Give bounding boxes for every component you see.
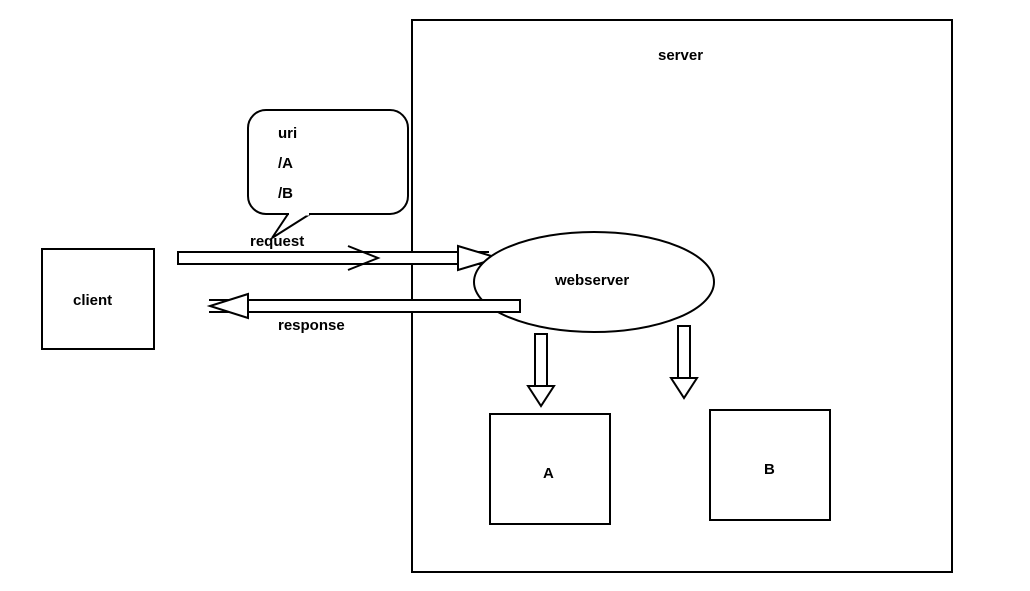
- box-b-label: B: [764, 461, 775, 478]
- request-label: request: [250, 233, 304, 250]
- uri-line-3: /B: [278, 185, 293, 202]
- down-arrow-a-head: [528, 386, 554, 406]
- uri-bubble: [248, 110, 408, 214]
- response-arrow-shaft: [210, 300, 520, 312]
- webserver-label: webserver: [554, 272, 629, 289]
- down-arrow-b-shaft: [678, 326, 690, 378]
- uri-line-1: uri: [278, 125, 297, 142]
- client-label: client: [73, 292, 112, 309]
- response-label: response: [278, 317, 345, 334]
- uri-line-2: /A: [278, 155, 293, 172]
- request-arrow-shaft: [178, 252, 488, 264]
- server-label: server: [658, 47, 703, 64]
- box-a-label: A: [543, 465, 554, 482]
- response-arrow-head: [210, 294, 248, 318]
- down-arrow-a-shaft: [535, 334, 547, 386]
- down-arrow-b-head: [671, 378, 697, 398]
